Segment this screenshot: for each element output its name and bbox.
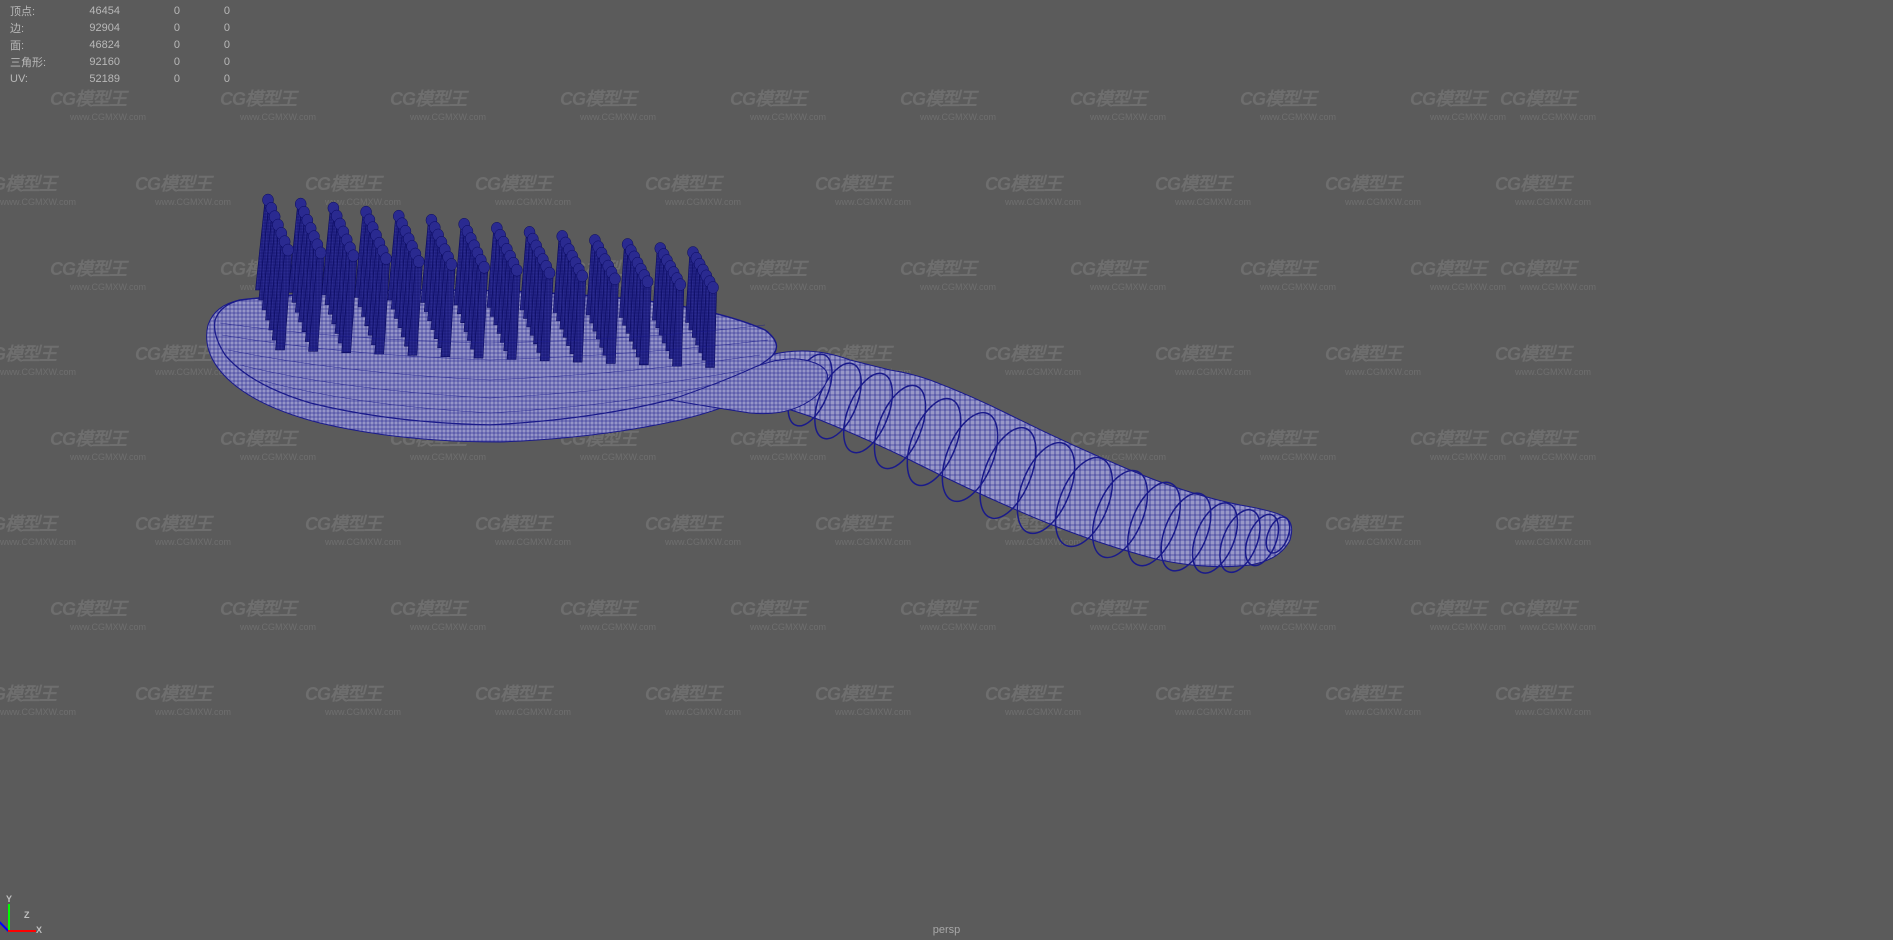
axis-label-y: Y xyxy=(6,894,12,904)
stats-value: 46824 xyxy=(65,39,120,51)
stats-value: 0 xyxy=(120,73,180,85)
stats-row-uvs: UV: 52189 0 0 xyxy=(10,70,230,87)
stats-label: 面: xyxy=(10,37,65,53)
stats-value: 92904 xyxy=(65,22,120,34)
stats-label: UV: xyxy=(10,73,65,85)
stats-value: 92160 xyxy=(65,56,120,68)
stats-label: 顶点: xyxy=(10,3,65,19)
stats-row-verts: 顶点: 46454 0 0 xyxy=(10,2,230,19)
stats-row-faces: 面: 46824 0 0 xyxy=(10,36,230,53)
viewport-3d[interactable]: CG模型王www.CGMXW.comCG模型王www.CGMXW.comCG模型… xyxy=(0,0,1893,940)
stats-value: 52189 xyxy=(65,73,120,85)
axis-label-z: Z xyxy=(24,910,30,920)
stats-value: 0 xyxy=(120,39,180,51)
stats-value: 0 xyxy=(180,5,230,17)
stats-value: 0 xyxy=(120,22,180,34)
poly-stats-hud: 顶点: 46454 0 0 边: 92904 0 0 面: 46824 0 0 … xyxy=(10,2,230,87)
axis-y xyxy=(8,904,10,932)
stats-label: 边: xyxy=(10,20,65,36)
axis-x xyxy=(8,930,36,932)
axis-gizmo[interactable]: Y X Z xyxy=(8,892,48,932)
stats-value: 0 xyxy=(180,39,230,51)
stats-value: 0 xyxy=(180,22,230,34)
stats-value: 0 xyxy=(180,73,230,85)
stats-label: 三角形: xyxy=(10,54,65,70)
axis-label-x: X xyxy=(36,925,42,935)
stats-row-edges: 边: 92904 0 0 xyxy=(10,19,230,36)
stats-value: 0 xyxy=(120,56,180,68)
stats-value: 0 xyxy=(180,56,230,68)
camera-name-label: persp xyxy=(933,924,961,936)
stats-row-tris: 三角形: 92160 0 0 xyxy=(10,53,230,70)
stats-value: 46454 xyxy=(65,5,120,17)
model-hairbrush[interactable] xyxy=(190,145,1300,575)
stats-value: 0 xyxy=(120,5,180,17)
